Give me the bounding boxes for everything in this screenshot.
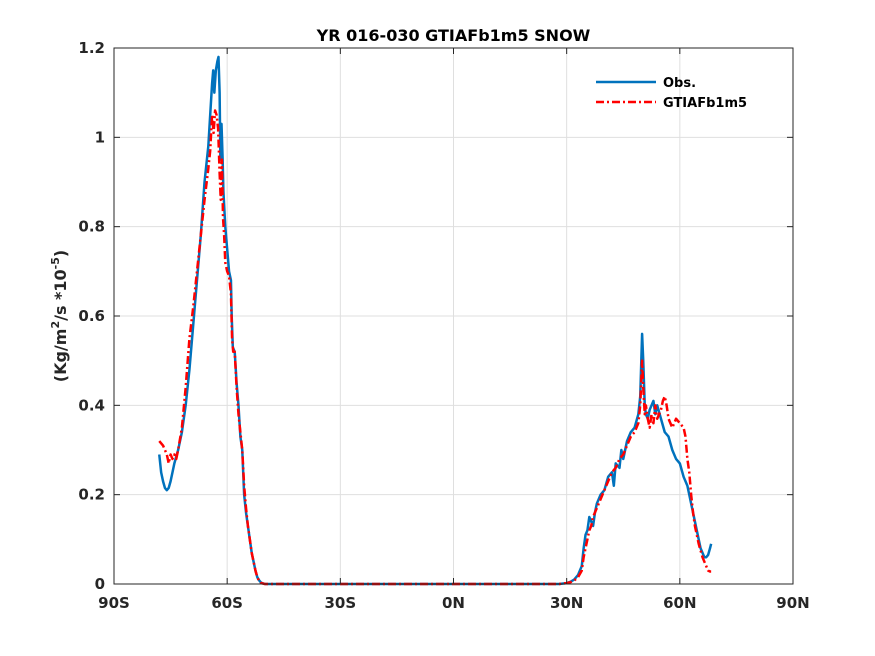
legend: Obs. GTIAFb1m5 [596, 76, 747, 111]
y-axis-label: (Kg/m2/s *10-5) [49, 250, 70, 382]
y-axis-label-sup1: 2 [49, 321, 62, 329]
y-axis-label-mid: /s *10 [51, 269, 70, 321]
y-tick-label: 0.4 [78, 396, 105, 414]
plot-area: 90S 60S 30S 0N 30N 60N 90N 0 0.2 0.4 0.6 0.8 1 1.2 [78, 39, 809, 612]
y-axis-label-suffix: ) [51, 250, 70, 257]
x-tick-label: 90S [98, 594, 130, 612]
chart-title: YR 016-030 GTIAFb1m5 SNOW [316, 26, 591, 45]
x-tick-label: 60S [211, 594, 243, 612]
x-tick-label: 90N [776, 594, 809, 612]
y-tick-label: 1.2 [78, 39, 105, 57]
y-tick-label: 0.6 [78, 307, 105, 325]
y-axis-label-prefix: (Kg/m [51, 329, 70, 383]
y-tick-label: 0.2 [78, 486, 105, 504]
y-tick-label: 1 [95, 128, 105, 146]
y-tick-label: 0 [95, 575, 105, 593]
x-tick-label: 60N [663, 594, 696, 612]
x-tick-label: 30S [324, 594, 356, 612]
legend-label-2: GTIAFb1m5 [663, 96, 747, 111]
x-tick-label: 30N [550, 594, 583, 612]
y-tick-label: 0.8 [78, 218, 105, 236]
x-tick-label: 0N [442, 594, 465, 612]
legend-label-1: Obs. [663, 76, 696, 91]
y-axis-label-sup2: -5 [49, 257, 62, 269]
ticks: 90S 60S 30S 0N 30N 60N 90N 0 0.2 0.4 0.6 0.8 1 1.2 [78, 39, 809, 612]
